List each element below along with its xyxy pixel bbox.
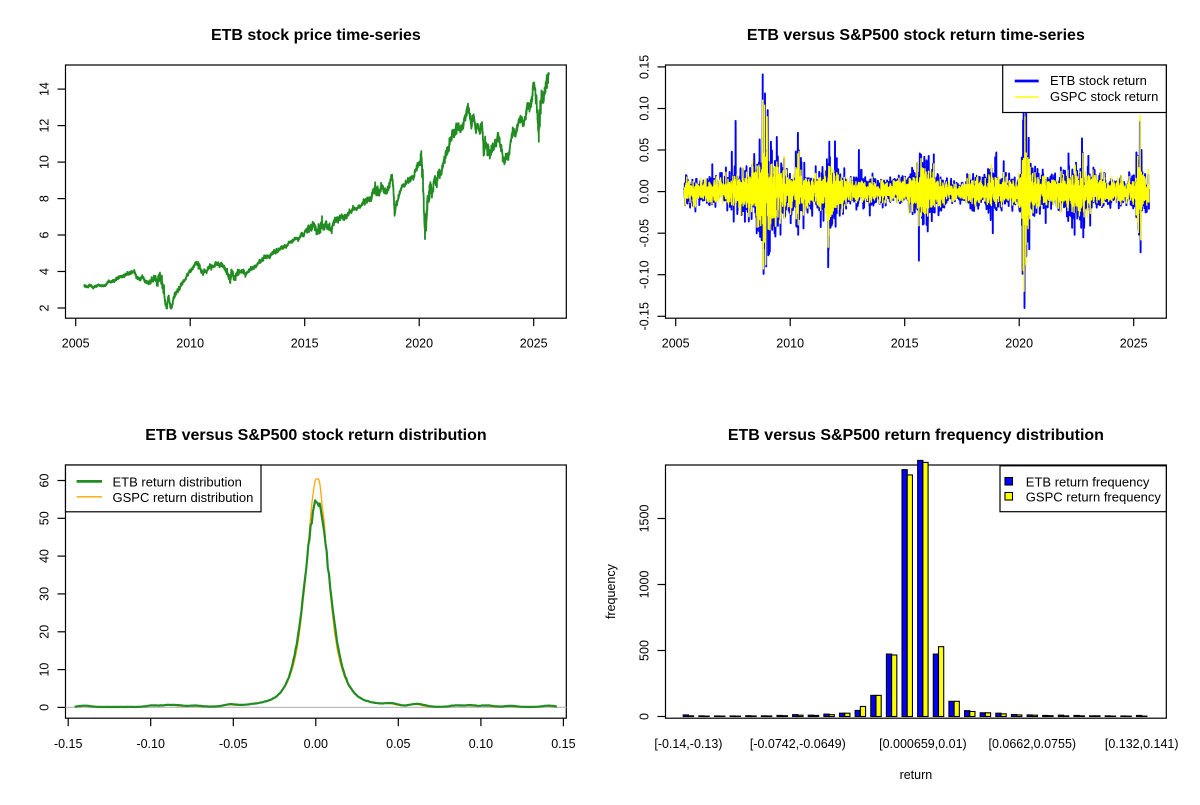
svg-text:return: return	[900, 768, 933, 782]
svg-text:2015: 2015	[891, 337, 919, 351]
svg-text:ETB stock return: ETB stock return	[1050, 73, 1147, 88]
svg-text:1500: 1500	[638, 505, 652, 533]
svg-text:50: 50	[38, 511, 52, 525]
svg-text:ETB versus S&P500 return frequ: ETB versus S&P500 return frequency distr…	[728, 427, 1104, 444]
svg-text:-0.10: -0.10	[136, 737, 165, 751]
svg-text:ETB return distribution: ETB return distribution	[113, 474, 242, 489]
svg-text:0.15: 0.15	[551, 737, 575, 751]
svg-text:6: 6	[38, 231, 52, 238]
svg-text:14: 14	[38, 82, 52, 96]
svg-text:-0.15: -0.15	[638, 302, 652, 331]
svg-text:60: 60	[38, 474, 52, 488]
svg-text:0.00: 0.00	[638, 179, 652, 203]
svg-text:[0.132,0.141): [0.132,0.141)	[1105, 737, 1179, 751]
svg-text:0.00: 0.00	[304, 737, 328, 751]
svg-text:20: 20	[38, 625, 52, 639]
svg-text:0.05: 0.05	[386, 737, 410, 751]
svg-text:0.10: 0.10	[638, 96, 652, 120]
svg-text:[0.000659,0.01): [0.000659,0.01)	[879, 737, 967, 751]
svg-text:2005: 2005	[662, 337, 690, 351]
svg-text:8: 8	[38, 195, 52, 202]
svg-text:12: 12	[38, 119, 52, 133]
svg-text:ETB versus S&P500 stock return: ETB versus S&P500 stock return time-seri…	[747, 27, 1085, 44]
svg-text:ETB stock price time-series: ETB stock price time-series	[211, 27, 421, 44]
svg-text:[-0.14,-0.13): [-0.14,-0.13)	[654, 737, 722, 751]
svg-text:0: 0	[638, 713, 652, 720]
svg-text:0.10: 0.10	[469, 737, 493, 751]
svg-text:40: 40	[38, 549, 52, 563]
svg-text:0.05: 0.05	[638, 138, 652, 162]
svg-text:10: 10	[38, 155, 52, 169]
svg-text:4: 4	[38, 268, 52, 275]
svg-text:[0.0662,0.0755): [0.0662,0.0755)	[989, 737, 1077, 751]
svg-text:[-0.0742,-0.0649): [-0.0742,-0.0649)	[750, 737, 846, 751]
svg-text:30: 30	[38, 587, 52, 601]
svg-text:2010: 2010	[776, 337, 804, 351]
svg-text:frequency: frequency	[604, 563, 618, 619]
svg-text:ETB return frequency: ETB return frequency	[1026, 475, 1150, 490]
svg-text:0: 0	[38, 704, 52, 711]
svg-text:2005: 2005	[62, 337, 90, 351]
svg-text:GSPC return distribution: GSPC return distribution	[113, 490, 254, 505]
svg-text:2: 2	[38, 304, 52, 311]
svg-text:-0.15: -0.15	[54, 737, 83, 751]
svg-text:10: 10	[38, 663, 52, 677]
svg-text:-0.10: -0.10	[638, 260, 652, 289]
svg-text:1000: 1000	[638, 571, 652, 599]
svg-text:GSPC return frequency: GSPC return frequency	[1026, 490, 1162, 505]
svg-text:-0.05: -0.05	[219, 737, 248, 751]
svg-text:ETB versus S&P500 stock return: ETB versus S&P500 stock return distribut…	[145, 427, 486, 444]
svg-text:500: 500	[638, 640, 652, 661]
svg-text:2010: 2010	[176, 337, 204, 351]
svg-text:2025: 2025	[520, 337, 548, 351]
svg-text:2025: 2025	[1120, 337, 1148, 351]
svg-text:2020: 2020	[1005, 337, 1033, 351]
svg-text:GSPC stock return: GSPC stock return	[1050, 89, 1158, 104]
svg-text:0.15: 0.15	[638, 55, 652, 79]
svg-text:-0.05: -0.05	[638, 219, 652, 248]
svg-text:2020: 2020	[405, 337, 433, 351]
svg-text:2015: 2015	[291, 337, 319, 351]
